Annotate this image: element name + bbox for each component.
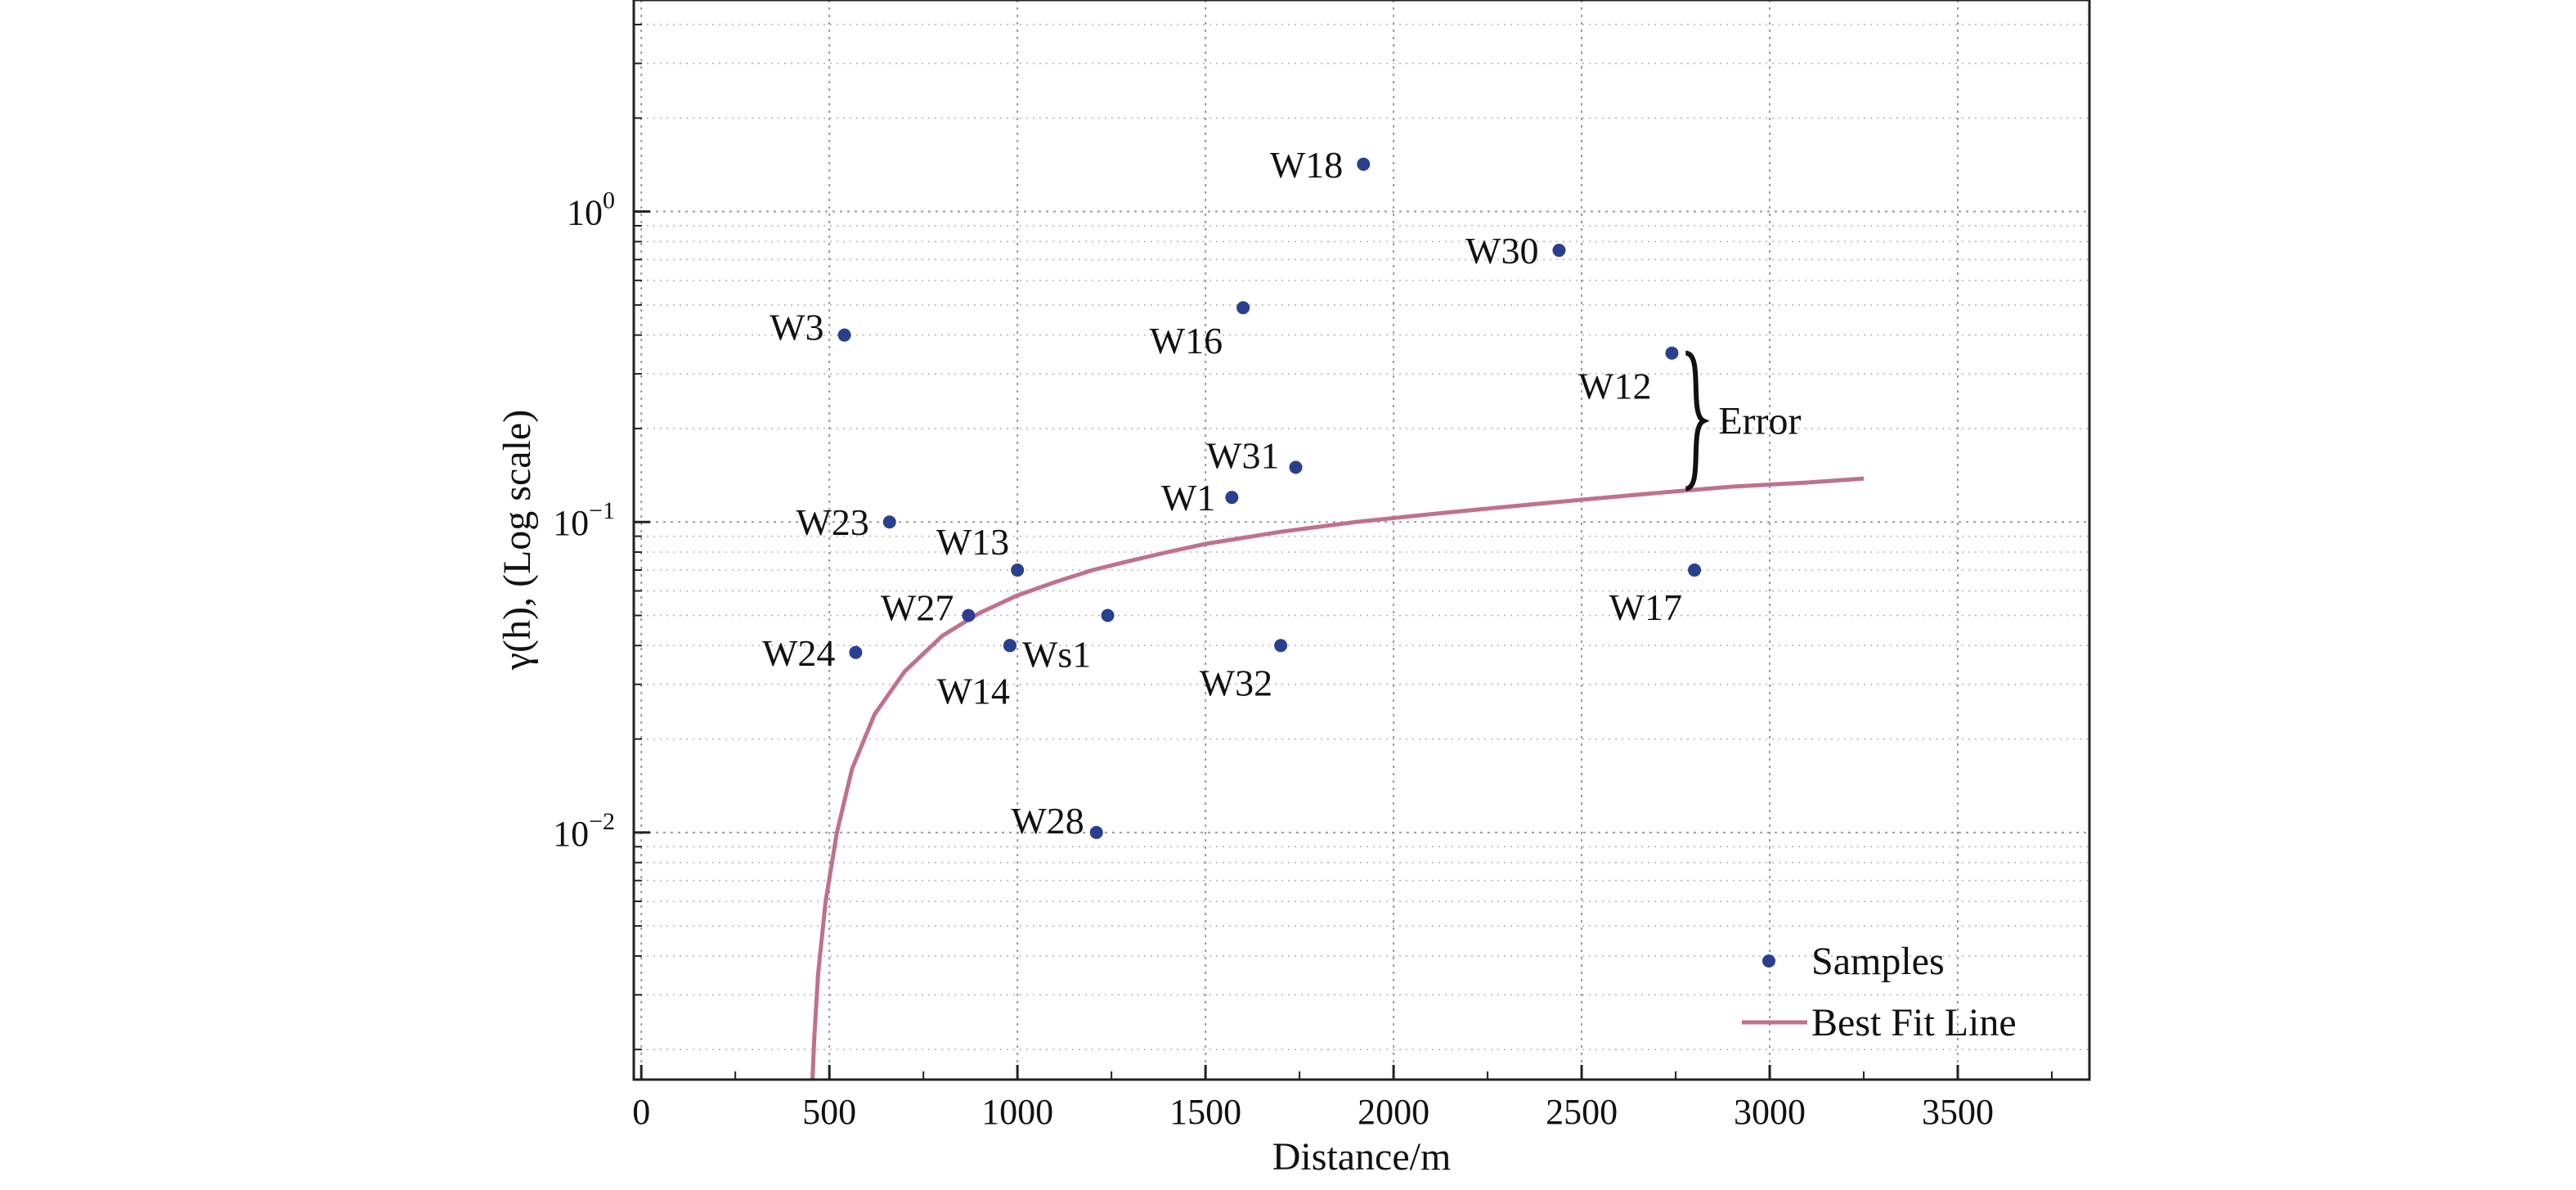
y-tick-exponent: 0 — [603, 187, 615, 214]
sample-point — [962, 608, 976, 622]
plot-frame — [632, 0, 2091, 1081]
y-tick-label: 10−2 — [553, 808, 615, 854]
y-tick-base: 10 — [567, 193, 603, 233]
x-tick-label: 0 — [632, 1092, 650, 1132]
error-brace — [1685, 350, 1710, 492]
legend: Samples Best Fit Line — [1742, 940, 2017, 1044]
y-tick-exponent: −2 — [589, 808, 615, 835]
sample-point-label: W32 — [1200, 662, 1272, 703]
sample-point — [1236, 301, 1250, 315]
x-axis-title: Distance/m — [1272, 1135, 1452, 1179]
x-tick-label: 2000 — [1358, 1092, 1429, 1132]
x-tick-label: 3000 — [1734, 1092, 1806, 1132]
sample-point — [1225, 491, 1239, 505]
sample-point — [1357, 157, 1371, 171]
sample-point — [1274, 639, 1288, 653]
sample-point-label: W1 — [1161, 477, 1215, 519]
error-annotation-label: Error — [1718, 400, 1801, 443]
sample-point — [1665, 346, 1679, 360]
sample-point-label: W23 — [796, 501, 868, 543]
annotations: Error — [1685, 350, 1802, 492]
sample-point — [1688, 564, 1702, 577]
legend-label-best-fit: Best Fit Line — [1811, 1001, 2017, 1044]
sample-point — [849, 645, 863, 659]
sample-point — [882, 515, 896, 529]
sample-point — [1289, 460, 1303, 474]
sample-point-label: W3 — [770, 307, 824, 348]
y-tick-base: 10 — [553, 814, 589, 854]
plot-area-background — [634, 0, 2089, 1080]
sample-point-label: W27 — [881, 587, 954, 629]
sample-point-label: W28 — [1011, 800, 1084, 842]
y-axis-title: γ(h), (Log scale) — [496, 410, 539, 671]
y-tick-base: 10 — [553, 503, 589, 543]
legend-marker-samples — [1762, 954, 1775, 968]
x-tick-label: 1000 — [981, 1092, 1053, 1132]
grid-lines — [634, 0, 2089, 1080]
x-tick-label: 3500 — [1922, 1092, 1994, 1132]
y-tick-exponent: −1 — [589, 497, 615, 524]
sample-point-label: W30 — [1465, 230, 1538, 272]
sample-point-label: W12 — [1578, 366, 1651, 407]
axis-labels: Distance/m γ(h), (Log scale) — [496, 410, 1451, 1179]
sample-point-label: Ws1 — [1022, 633, 1091, 675]
sample-point-label: W17 — [1609, 586, 1682, 628]
sample-point-label: W16 — [1150, 320, 1223, 361]
x-tick-label: 1500 — [1169, 1092, 1241, 1132]
sample-point — [1011, 564, 1025, 577]
sample-point-label: W31 — [1206, 434, 1279, 476]
y-tick-label: 100 — [567, 187, 615, 233]
x-tick-label: 2500 — [1546, 1092, 1618, 1132]
sample-point — [1089, 825, 1103, 839]
x-tick-label: 500 — [802, 1092, 856, 1132]
best-fit-line — [810, 476, 1865, 1080]
sample-point — [837, 328, 851, 342]
sample-point-label: W18 — [1270, 144, 1343, 186]
sample-point-label: W13 — [936, 521, 1009, 563]
sample-point — [1003, 639, 1016, 653]
sample-point-label: W14 — [937, 670, 1010, 712]
legend-label-samples: Samples — [1811, 940, 1945, 983]
sample-point — [1552, 244, 1566, 258]
sample-point-label: W24 — [762, 632, 835, 674]
y-tick-label: 10−1 — [553, 497, 615, 543]
sample-point — [1101, 608, 1115, 622]
